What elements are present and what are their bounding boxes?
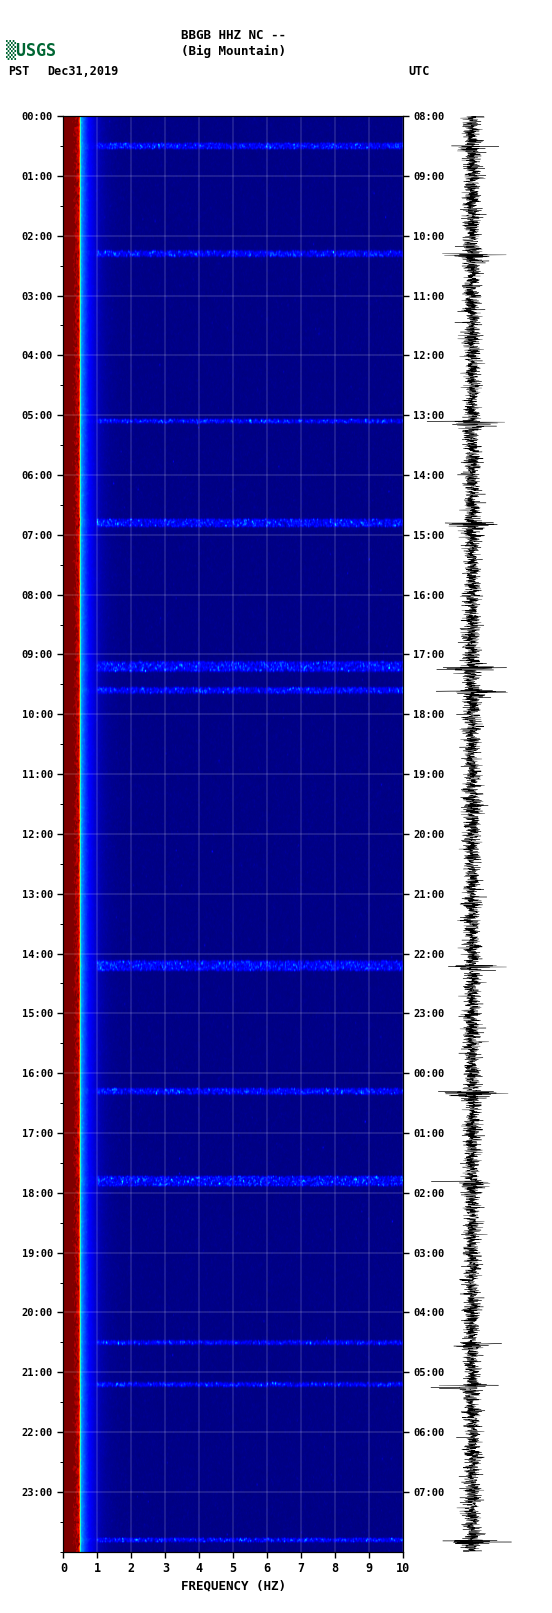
Text: (Big Mountain): (Big Mountain)	[181, 45, 286, 58]
Text: ▒USGS: ▒USGS	[6, 40, 56, 60]
X-axis label: FREQUENCY (HZ): FREQUENCY (HZ)	[181, 1579, 286, 1592]
Text: UTC: UTC	[408, 65, 430, 77]
Text: Dec31,2019: Dec31,2019	[47, 65, 118, 77]
Text: PST: PST	[8, 65, 30, 77]
Text: BBGB HHZ NC --: BBGB HHZ NC --	[181, 29, 286, 42]
